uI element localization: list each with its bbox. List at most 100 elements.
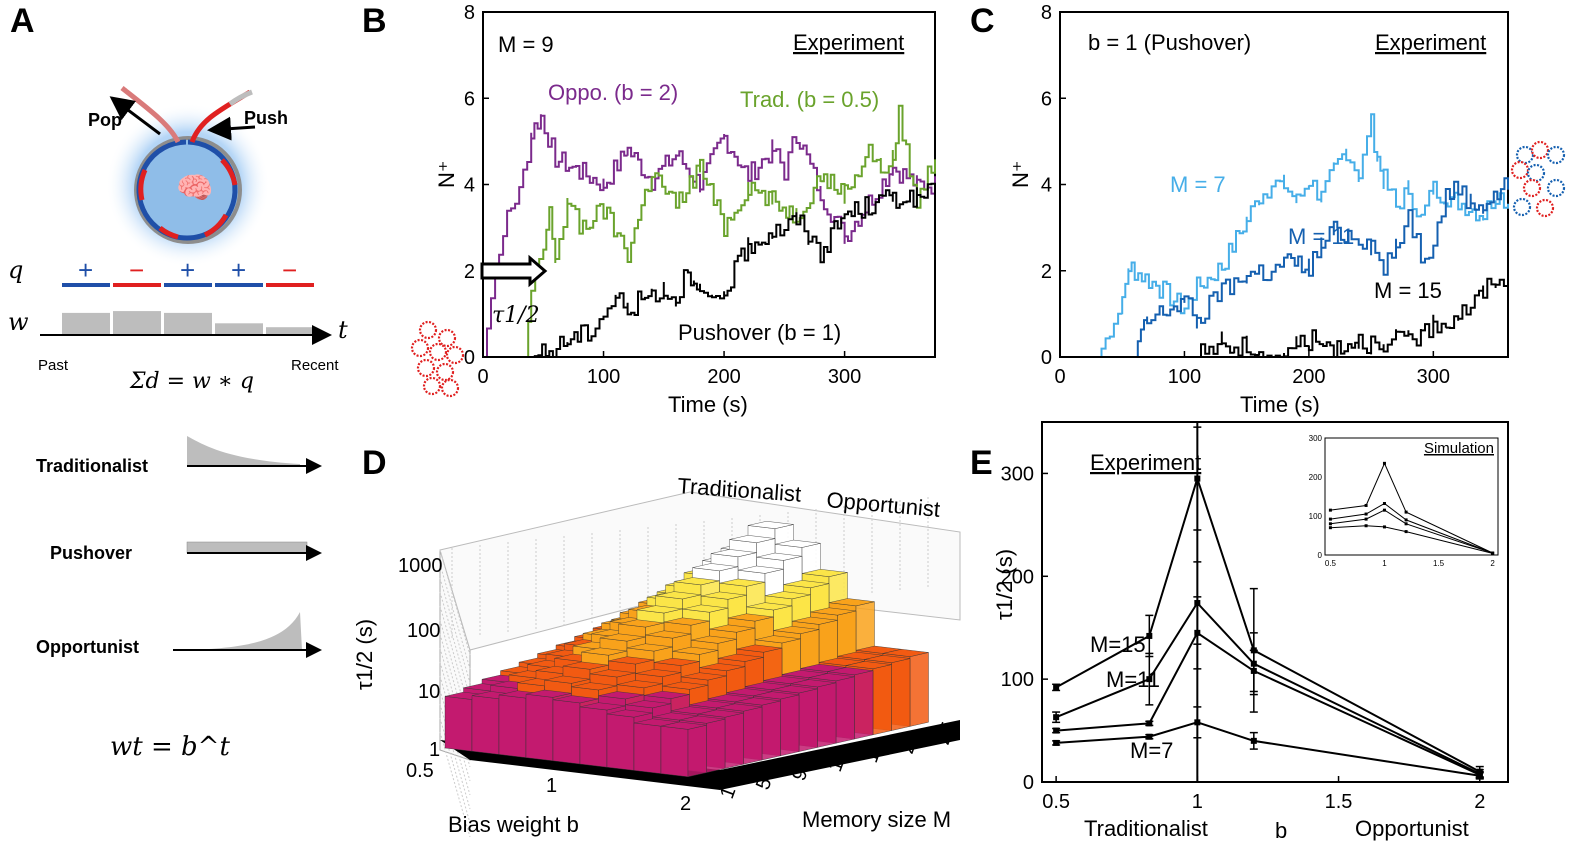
bar3d-top (736, 644, 783, 653)
panel-b: B 0 100 200 300 0 2 4 6 8 M = 9 Experiment Oppo.… (362, 2, 936, 417)
e-ytick-label: 100 (1001, 669, 1034, 691)
e-ytick-label: 200 (1001, 566, 1034, 588)
b-xlabel: Time (s) (668, 392, 748, 417)
bar3d-side (909, 652, 929, 727)
panel-e-lines: M=15 M=11 M=7 (1052, 426, 1484, 780)
t-symbol: t (338, 316, 348, 344)
e-inset-point (1382, 508, 1386, 512)
bar3d-top (673, 577, 720, 586)
e-inset-point (1404, 522, 1408, 526)
c-xtick-label: 100 (1168, 366, 1201, 388)
bead-icon (418, 320, 438, 340)
b-ylabel: N⁺ (434, 161, 459, 189)
bar3d-top (753, 691, 800, 700)
b-legend-trad: Trad. (b = 0.5) (740, 87, 879, 112)
e-point (1250, 667, 1257, 674)
bead-icon (428, 342, 448, 362)
bar3d-top (660, 721, 707, 730)
bar3d-top (727, 613, 774, 622)
c-xtick-label: 300 (1417, 366, 1450, 388)
bar3d-top (680, 672, 727, 681)
flat-shape (186, 541, 308, 554)
panel-c-axes: 0 100 200 300 0 2 4 6 8 (1041, 2, 1509, 388)
e-xtick-label: 2 (1474, 791, 1485, 813)
bar3d-front (579, 706, 608, 768)
sign-glyph: − (282, 255, 297, 285)
bar3d-top (635, 669, 682, 677)
bead-icon (1546, 178, 1566, 198)
bead-icon (437, 328, 457, 348)
bar3d-top (672, 646, 719, 655)
strategy-pushover: Pushover (50, 543, 132, 563)
sign-glyph: + (231, 255, 246, 285)
bar3d-top (562, 661, 609, 670)
e-inset-frame (1324, 437, 1499, 556)
growth-shape (187, 612, 302, 650)
b-series-2 (483, 182, 936, 358)
e-point (1194, 475, 1201, 482)
panel-d-label: D (362, 444, 387, 482)
bar3d-top (662, 681, 709, 690)
red-beads (410, 320, 465, 398)
weight-bar (113, 311, 161, 335)
pop-strand (120, 86, 181, 144)
bar3d-top (845, 661, 892, 669)
bar3d-top (717, 653, 764, 662)
tau-arrow (480, 254, 548, 288)
bar3d-side (817, 682, 837, 748)
bead-icon (1530, 140, 1550, 160)
strategy-opportunist: Opportunist (36, 637, 139, 657)
bar3d-top (716, 703, 763, 712)
bar3d-side (743, 706, 763, 765)
d-bars (444, 521, 929, 778)
bar3d-top (828, 598, 875, 607)
bead-icon (422, 376, 442, 396)
e-xlabel: b (1275, 818, 1287, 843)
e-inset-point (1328, 517, 1332, 521)
b-series-0 (483, 114, 936, 358)
c-xtick-label: 0 (1054, 366, 1065, 388)
bar3d-top (682, 604, 729, 613)
bar3d-top (606, 709, 653, 718)
d-btick-1: 1 (546, 775, 557, 797)
d-btick-05: 0.5 (406, 760, 434, 782)
e-xtick-label: 1.5 (1325, 791, 1353, 813)
bar3d-top (645, 630, 692, 639)
e-inset-point (1404, 518, 1408, 522)
e-inset-point (1364, 512, 1368, 516)
bar3d-top (626, 643, 673, 652)
dna-red-segment (220, 158, 238, 186)
e-point (1194, 719, 1201, 726)
b-ytick-label: 4 (464, 175, 475, 197)
bar3d-front (606, 713, 635, 771)
bar3d-side (724, 712, 744, 769)
e-series-label: M=11 (1106, 667, 1160, 692)
bead-icon (435, 362, 455, 382)
b-title: M = 9 (498, 32, 554, 57)
bar3d-top (801, 569, 848, 577)
push-label: Push (244, 108, 288, 128)
bead-icon (416, 358, 436, 378)
c-corner-label: Experiment (1375, 30, 1486, 55)
bar3d-side (706, 718, 726, 773)
bead-icon (440, 378, 460, 398)
bar3d-top (747, 521, 794, 529)
bead-icon (1512, 197, 1532, 217)
bar3d-top (746, 602, 793, 611)
d-ylabel: Memory size M (802, 807, 951, 832)
c-legend-m11: M = 11 (1288, 224, 1354, 249)
bar3d-top (544, 675, 591, 684)
e-ytick-label: 0 (1023, 772, 1034, 794)
e-inset-point (1382, 525, 1386, 529)
bar3d-side (687, 724, 707, 778)
b-ytick-label: 0 (464, 347, 475, 369)
weight-bar (266, 327, 314, 335)
bar3d-top (663, 617, 710, 626)
bar3d-top (525, 689, 572, 698)
bead-icon (1526, 163, 1546, 183)
panel-e-label: E (970, 444, 993, 482)
bar3d-top (783, 580, 830, 588)
bar3d-front (498, 694, 527, 758)
bar3d-top (699, 663, 746, 671)
